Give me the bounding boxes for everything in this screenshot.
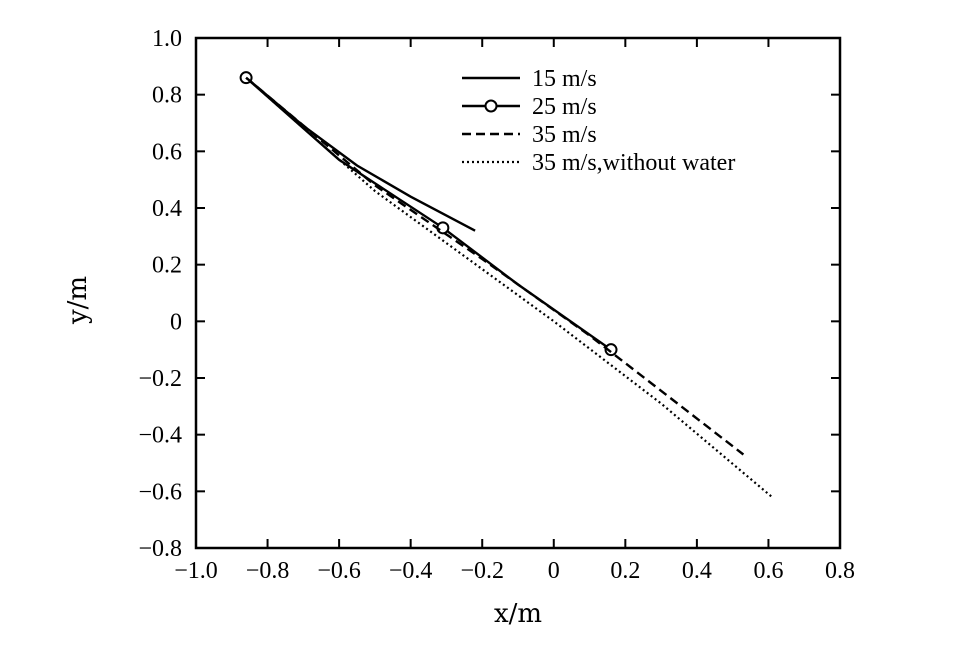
x-tick-label: −1.0 bbox=[174, 558, 218, 584]
y-tick-label: 0.8 bbox=[152, 83, 182, 109]
series-line-3 bbox=[245, 76, 745, 456]
legend-label-1: 15 m/s bbox=[532, 66, 597, 92]
ticks bbox=[195, 37, 841, 549]
legend-label-3: 35 m/s bbox=[532, 122, 597, 148]
y-tick-label: 1.0 bbox=[152, 26, 182, 52]
y-tick-label: 0.6 bbox=[152, 139, 182, 165]
y-axis-label: y/m bbox=[63, 276, 93, 325]
x-tick-label: 0.2 bbox=[610, 558, 640, 584]
y-tick-label: −0.6 bbox=[138, 479, 182, 505]
plot-frame bbox=[194, 36, 842, 550]
x-tick-label: −0.2 bbox=[460, 558, 504, 584]
y-tick-label: −0.8 bbox=[138, 536, 182, 562]
x-tick-label: 0 bbox=[548, 558, 560, 584]
legend-label-2: 25 m/s bbox=[532, 94, 597, 120]
series-line-1 bbox=[245, 76, 476, 232]
series-marker bbox=[604, 343, 618, 357]
x-tick-label: 0.8 bbox=[825, 558, 855, 584]
legend-label-4: 35 m/s,without water bbox=[532, 150, 735, 176]
series-line-4 bbox=[245, 76, 773, 498]
x-tick-label: 0.4 bbox=[682, 558, 712, 584]
y-tick-label: 0.2 bbox=[152, 253, 182, 279]
x-tick-label: −0.4 bbox=[389, 558, 433, 584]
series-marker bbox=[436, 221, 450, 235]
y-tick-label: 0.4 bbox=[152, 196, 182, 222]
x-axis-label: x/m bbox=[494, 599, 542, 629]
tick-labels: −1.0 −0.8 −0.6 −0.4 −0.2 0 0.2 0.4 0.6 0.81.00.80… bbox=[138, 26, 855, 584]
x-tick-label: 0.6 bbox=[753, 558, 783, 584]
y-tick-label: 0 bbox=[170, 309, 182, 335]
x-tick-label: −0.8 bbox=[246, 558, 290, 584]
legend: 15 m/s25 m/s35 m/s35 m/s,without water bbox=[462, 66, 735, 176]
x-tick-label: −0.6 bbox=[317, 558, 361, 584]
y-tick-label: −0.2 bbox=[138, 366, 182, 392]
y-tick-label: −0.4 bbox=[138, 423, 182, 449]
series-layer bbox=[239, 71, 773, 498]
legend-marker bbox=[484, 99, 498, 113]
